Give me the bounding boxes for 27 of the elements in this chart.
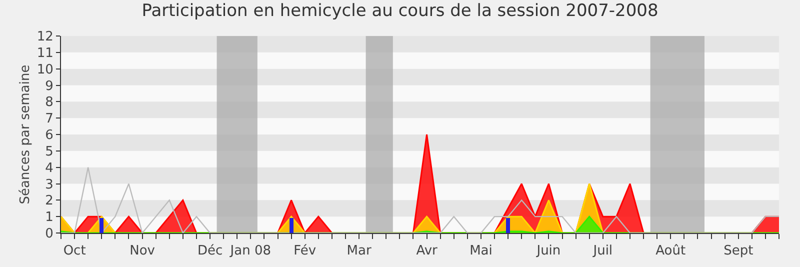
y-tick-label: 10 (36, 62, 54, 78)
y-tick-label: 9 (45, 78, 54, 94)
x-tick-label: Avr (416, 244, 438, 259)
y-tick-label: 2 (45, 194, 54, 209)
y-tick-label: 5 (45, 144, 54, 160)
x-tick-label: Juin (536, 244, 561, 259)
x-tick-label: Mar (346, 244, 372, 259)
y-tick-label: 4 (45, 160, 54, 176)
y-tick-label: 6 (45, 128, 54, 144)
chart-title: Participation en hemicycle au cours de la session 2007-2008 (142, 0, 658, 21)
x-tick-label: Jan 08 (229, 244, 272, 259)
y-tick-label: 3 (45, 177, 54, 192)
y-tick-label: 7 (45, 112, 54, 127)
y-tick-label: 0 (45, 226, 54, 242)
y-tick-label: 1 (45, 210, 54, 226)
y-tick-label: 8 (45, 95, 54, 110)
y-axis-title: Séances par semaine (18, 64, 33, 204)
x-tick-label: Mai (470, 244, 492, 259)
x-tick-label: Nov (130, 244, 156, 259)
y-tick-label: 11 (36, 46, 54, 61)
x-tick-label: Juil (592, 244, 613, 259)
x-tick-label: Sept (724, 244, 754, 259)
x-tick-label: Déc (197, 244, 223, 259)
x-tick-label: Fév (294, 244, 316, 259)
x-tick-label: Août (656, 244, 686, 259)
y-tick-label: 12 (36, 30, 54, 45)
x-tick-label: Oct (63, 244, 86, 259)
